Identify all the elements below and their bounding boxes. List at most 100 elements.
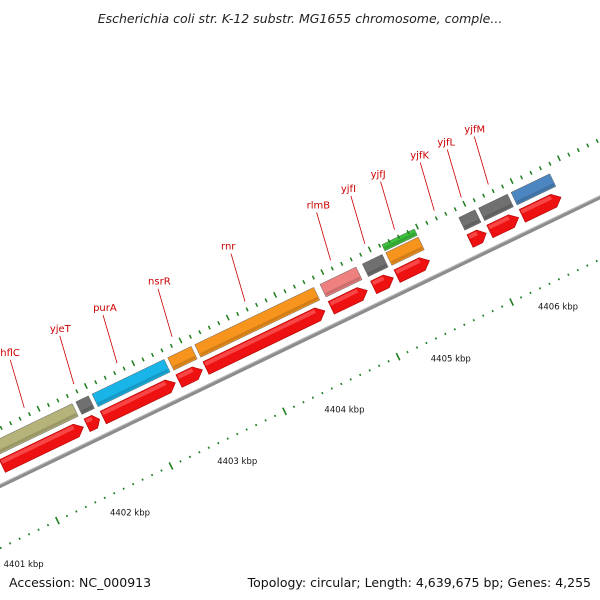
cds-arrow-shine: [488, 216, 510, 230]
gene-label[interactable]: hflC: [0, 348, 20, 359]
gene-box[interactable]: [167, 346, 198, 371]
chromosome-backbone: [0, 2, 600, 527]
feature-tick: [122, 366, 126, 371]
gene-box[interactable]: [510, 173, 557, 206]
gene-leader-line: [446, 149, 462, 198]
feature-tick: [225, 314, 230, 321]
feature-tick: [491, 188, 495, 194]
ruler-tick: [453, 328, 456, 331]
cds-arrow-shine: [204, 309, 316, 366]
feature-tick: [538, 166, 542, 171]
gene-label[interactable]: rlmB: [307, 200, 331, 211]
gene-box[interactable]: [319, 266, 363, 298]
feature-tick: [18, 416, 22, 421]
ruler-tick: [359, 373, 362, 377]
feature-tick: [444, 211, 448, 216]
feature-tick: [83, 382, 88, 389]
cds-arrow[interactable]: [327, 284, 370, 315]
ruler-tick: [168, 461, 174, 470]
ruler-tick: [482, 314, 485, 317]
gene-box[interactable]: [0, 403, 79, 456]
feature-tick: [245, 307, 249, 312]
ruler-tick: [150, 473, 154, 477]
ruler-label: 4403 kbp: [217, 457, 257, 467]
cds-arrow[interactable]: [393, 254, 433, 283]
gene-box-shade: [367, 263, 387, 276]
ruler-tick: [529, 291, 532, 295]
feature-tick: [453, 207, 457, 212]
gene-box[interactable]: [458, 209, 482, 231]
gene-label[interactable]: yjfL: [437, 137, 455, 148]
ruler-tick: [292, 405, 296, 409]
gene-label[interactable]: nsrR: [148, 277, 171, 288]
gene-box[interactable]: [478, 193, 514, 221]
cds-arrow-shine: [371, 276, 385, 286]
ruler-tick: [349, 378, 352, 381]
gene-label[interactable]: yjfJ: [371, 170, 386, 181]
feature-tick: [236, 311, 240, 317]
gene-label[interactable]: yjfK: [410, 151, 429, 162]
cds-arrow-shine: [0, 425, 75, 464]
ruler-tick: [141, 478, 144, 481]
gene-box-shade: [390, 246, 423, 264]
cds-arrow[interactable]: [202, 305, 328, 375]
feature-tick: [359, 252, 363, 257]
gene-label[interactable]: purA: [93, 303, 117, 314]
gene-leader-line: [316, 212, 332, 261]
feature-tick: [415, 223, 419, 230]
ruler-tick: [377, 364, 381, 368]
gene-label[interactable]: yjfI: [341, 184, 356, 195]
backbone-line: [0, 2, 600, 527]
feature-tick: [56, 398, 60, 403]
feature-tick: [273, 291, 278, 298]
feature-tick: [340, 261, 344, 267]
cds-track: [0, 191, 564, 473]
backbone-highlight: [0, 2, 600, 524]
ruler-tick: [548, 282, 551, 286]
feature-tick: [576, 147, 580, 153]
feature-tick: [160, 348, 164, 353]
ruler-tick: [207, 446, 210, 449]
cds-arrow[interactable]: [99, 377, 178, 425]
feature-tick: [406, 229, 410, 235]
gene-box[interactable]: [91, 359, 171, 407]
gene-box-shade: [172, 355, 196, 369]
feature-tick: [311, 275, 315, 280]
gene-track: [0, 173, 557, 456]
feature-tick: [378, 243, 382, 248]
cds-arrow[interactable]: [518, 191, 564, 223]
gene-box[interactable]: [385, 236, 425, 266]
ruler-tick: [37, 528, 40, 531]
gene-box-shade: [516, 183, 555, 204]
gene-box[interactable]: [194, 287, 321, 358]
cds-arrow-shine: [101, 381, 167, 416]
cds-arrow[interactable]: [486, 211, 522, 239]
gene-box-shade: [199, 296, 319, 356]
feature-tick: [396, 234, 401, 239]
feature-tick: [94, 380, 98, 385]
feature-tick: [434, 216, 438, 221]
ruler-tick: [576, 268, 579, 272]
gene-box[interactable]: [362, 254, 389, 277]
ruler-tick: [245, 428, 248, 431]
feature-tick: [482, 193, 486, 198]
ruler-tick: [94, 501, 97, 504]
cds-arrow[interactable]: [175, 364, 205, 388]
ruler-label: 4405 kbp: [431, 354, 471, 364]
ruler-tick: [27, 533, 31, 536]
feature-tick: [36, 405, 41, 412]
gene-label[interactable]: yjeT: [50, 324, 72, 335]
gene-leader-line: [350, 195, 366, 245]
feature-tick: [188, 334, 192, 339]
feature-tick: [178, 337, 183, 344]
gene-label[interactable]: rnr: [221, 242, 236, 253]
ruler-tick: [65, 514, 69, 518]
kbp-ruler: [0, 259, 598, 550]
gene-label[interactable]: yjfM: [464, 124, 485, 135]
ruler-tick: [8, 542, 12, 545]
cds-arrow[interactable]: [0, 421, 86, 473]
gene-leader-line: [230, 253, 246, 302]
gene-box[interactable]: [75, 395, 95, 415]
feature-tick: [501, 184, 505, 189]
